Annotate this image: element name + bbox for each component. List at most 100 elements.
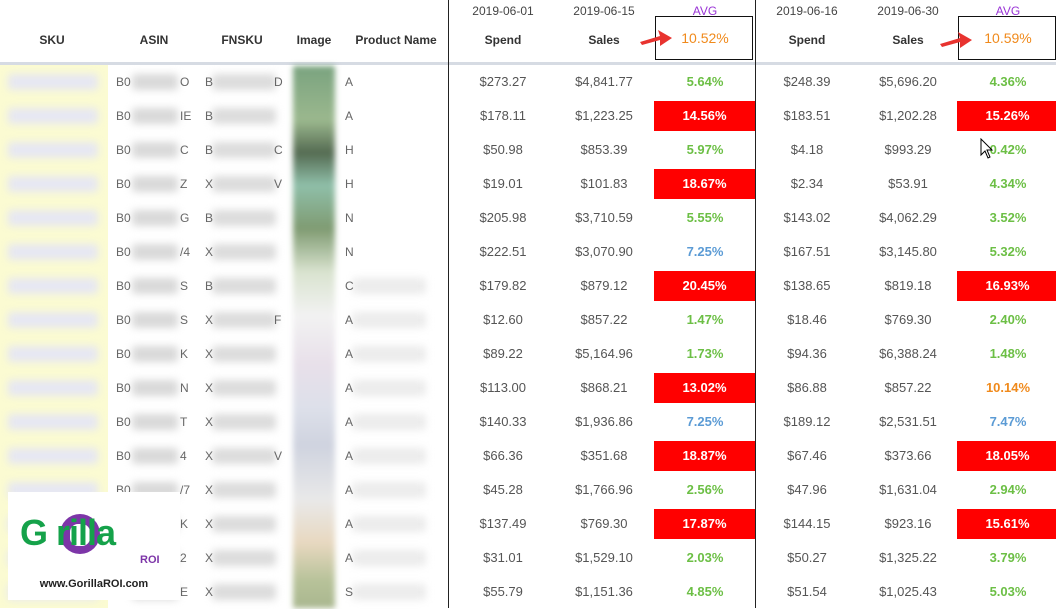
column-header-sku[interactable]: SKU bbox=[39, 33, 65, 47]
acos-cell: 5.55% bbox=[686, 210, 724, 225]
redacted-text bbox=[8, 176, 98, 192]
sales-cell: $853.39 bbox=[580, 142, 628, 157]
sales-cell: $923.16 bbox=[884, 516, 932, 531]
table-row[interactable]: B0 O B D A $273.27 $4,841.77 $248.39 $5,696.20 5.… bbox=[0, 65, 1056, 99]
table-row[interactable]: B0 T X A $140.33 $1,936.86 $189.12 $2,531.51 7.2… bbox=[0, 405, 1056, 439]
period2-spend-header[interactable]: Spend bbox=[788, 33, 826, 47]
acos-value: 14.56% bbox=[682, 108, 727, 123]
redacted-text bbox=[352, 448, 426, 464]
redacted-text bbox=[132, 312, 178, 328]
fnsku-tail-fragment: V bbox=[274, 177, 283, 191]
spend-cell: $2.34 bbox=[790, 176, 824, 191]
table-row[interactable]: B0 K X A $89.22 $5,164.96 $94.36 $6,388.24 1.73%… bbox=[0, 337, 1056, 371]
acos-cell: 5.32% bbox=[989, 244, 1027, 259]
acos-cell: 5.97% bbox=[686, 142, 724, 157]
period1-start-date: 2019-06-01 bbox=[472, 4, 534, 18]
column-header-fnsku[interactable]: FNSKU bbox=[221, 33, 263, 47]
sales-cell: $1,025.43 bbox=[879, 584, 937, 599]
section-divider bbox=[755, 0, 756, 608]
column-header-image[interactable]: Image bbox=[296, 33, 332, 47]
redacted-text bbox=[352, 482, 426, 498]
name-partial-fragment: A bbox=[345, 415, 354, 429]
asin-partial-fragment: B0 bbox=[116, 449, 131, 463]
acos-cell-highlighted: 18.87% bbox=[654, 441, 755, 471]
redacted-text bbox=[132, 210, 178, 226]
spend-cell: $179.82 bbox=[479, 278, 527, 293]
asin-tail-fragment: K bbox=[180, 517, 189, 531]
table-row[interactable]: 2 X A $31.01 $1,529.10 $50.27 $1,325.22 2.03% 3.… bbox=[0, 541, 1056, 575]
redacted-text bbox=[212, 584, 276, 600]
acos-cell: 0.42% bbox=[989, 142, 1027, 157]
redacted-text bbox=[8, 448, 98, 464]
table-row[interactable]: B0 S B C $179.82 $879.12 $138.65 $819.18 20.45% 1… bbox=[0, 269, 1056, 303]
table-row[interactable]: B0/4 X N $222.51 $3,070.90 $167.51 $3,145.80 7.… bbox=[0, 235, 1056, 269]
table-row[interactable]: K X A $137.49 $769.30 $144.15 $923.16 17.87% 15.… bbox=[0, 507, 1056, 541]
spend-cell: $248.39 bbox=[783, 74, 831, 89]
spend-cell: $89.22 bbox=[483, 346, 523, 361]
redacted-text bbox=[132, 414, 178, 430]
redacted-text bbox=[212, 516, 276, 532]
sales-cell: $351.68 bbox=[580, 448, 628, 463]
period2-avg-value: 10.59% bbox=[984, 30, 1032, 46]
table-row[interactable]: B0 S X F A $12.60 $857.22 $18.46 $769.30 1.47% 2.4… bbox=[0, 303, 1056, 337]
spend-cell: $144.15 bbox=[783, 516, 831, 531]
table-row[interactable]: B0 C B C H $50.98 $853.39 $4.18 $993.29 5.97% 0.42… bbox=[0, 133, 1056, 167]
period2-sales-header[interactable]: Sales bbox=[892, 33, 924, 47]
redacted-text bbox=[132, 346, 178, 362]
redacted-text bbox=[212, 414, 276, 430]
column-header-asin[interactable]: ASIN bbox=[139, 33, 169, 47]
redacted-text bbox=[132, 176, 178, 192]
asin-tail-fragment: /4 bbox=[180, 245, 191, 259]
acos-cell: 3.79% bbox=[989, 550, 1027, 565]
table-row[interactable]: B0 N X A $113.00 $868.21 $86.88 $857.22 13.02% 10… bbox=[0, 371, 1056, 405]
sales-cell: $1,936.86 bbox=[575, 414, 633, 429]
table-row[interactable]: B0/7 X A $45.28 $1,766.96 $47.96 $1,631.04 2.56… bbox=[0, 473, 1056, 507]
period1-spend-header[interactable]: Spend bbox=[484, 33, 522, 47]
asin-tail-fragment: E bbox=[180, 585, 189, 599]
spend-cell: $31.01 bbox=[483, 550, 523, 565]
asin-tail-fragment: /7 bbox=[180, 483, 191, 497]
name-partial-fragment: A bbox=[345, 517, 354, 531]
acos-cell: 5.03% bbox=[989, 584, 1027, 599]
column-header-product-name[interactable]: Product Name bbox=[355, 33, 437, 47]
redacted-text bbox=[132, 244, 178, 260]
spend-cell: $205.98 bbox=[479, 210, 527, 225]
sales-cell: $4,841.77 bbox=[575, 74, 633, 89]
period2-avg-label: AVG bbox=[995, 4, 1021, 18]
spend-cell: $47.96 bbox=[787, 482, 827, 497]
redacted-text bbox=[8, 244, 98, 260]
acos-value: 17.87% bbox=[682, 516, 727, 531]
redacted-text bbox=[132, 278, 178, 294]
name-partial-fragment: N bbox=[345, 245, 354, 259]
sales-cell: $857.22 bbox=[580, 312, 628, 327]
gorilla-roi-logo: G rilla ROI www.GorillaROI.com bbox=[8, 492, 180, 600]
sales-cell: $1,325.22 bbox=[879, 550, 937, 565]
sales-cell: $4,062.29 bbox=[879, 210, 937, 225]
table-row[interactable]: E X S $55.79 $1,151.36 $51.54 $1,025.43 4.85% 5.… bbox=[0, 575, 1056, 609]
sales-cell: $819.18 bbox=[884, 278, 932, 293]
sales-cell: $5,164.96 bbox=[575, 346, 633, 361]
sales-cell: $1,529.10 bbox=[575, 550, 633, 565]
table-row[interactable]: B0 IE B A $178.11 $1,223.25 $183.51 $1,202.28 14… bbox=[0, 99, 1056, 133]
fnsku-partial-fragment: B bbox=[205, 143, 214, 157]
name-partial-fragment: A bbox=[345, 313, 354, 327]
period1-avg-value: 10.52% bbox=[681, 30, 729, 46]
redacted-text bbox=[8, 414, 98, 430]
table-row[interactable]: B0 4 X V A $66.36 $351.68 $67.46 $373.66 18.87% 18… bbox=[0, 439, 1056, 473]
redacted-text bbox=[132, 448, 178, 464]
sales-cell: $857.22 bbox=[884, 380, 932, 395]
acos-cell-highlighted: 17.87% bbox=[654, 509, 755, 539]
table-row[interactable]: B0 Z X V H $19.01 $101.83 $2.34 $53.91 18.67% 4.34… bbox=[0, 167, 1056, 201]
fnsku-partial-fragment: X bbox=[205, 483, 214, 497]
redacted-text bbox=[132, 380, 178, 396]
acos-value: 20.45% bbox=[682, 278, 727, 293]
acos-cell-highlighted: 20.45% bbox=[654, 271, 755, 301]
spend-cell: $273.27 bbox=[479, 74, 527, 89]
asin-partial-fragment: B0 bbox=[116, 211, 131, 225]
sales-cell: $1,151.36 bbox=[575, 584, 633, 599]
sales-cell: $6,388.24 bbox=[879, 346, 937, 361]
period1-sales-header[interactable]: Sales bbox=[588, 33, 620, 47]
spend-cell: $51.54 bbox=[787, 584, 827, 599]
logo-url[interactable]: www.GorillaROI.com bbox=[39, 578, 149, 590]
table-row[interactable]: B0 G B N $205.98 $3,710.59 $143.02 $4,062.29 5.5… bbox=[0, 201, 1056, 235]
